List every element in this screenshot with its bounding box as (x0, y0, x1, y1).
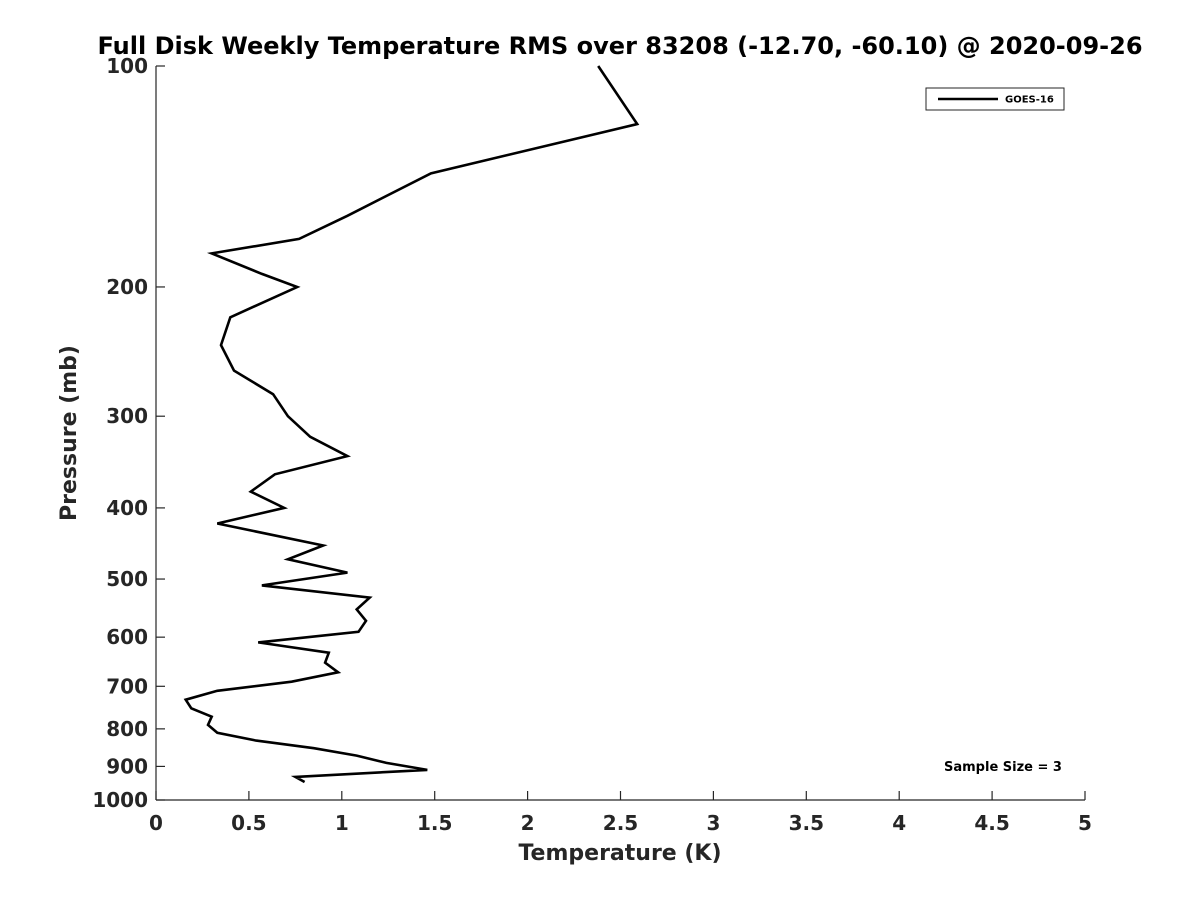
axes (155, 66, 1085, 801)
y-tick-label-900: 900 (106, 754, 148, 778)
x-tick-label-3.5: 3.5 (789, 811, 824, 835)
x-ticks: 0 0.5 1 1.5 2 2.5 3 3.5 4 4.5 5 (149, 791, 1092, 835)
x-tick-label-4.5: 4.5 (974, 811, 1009, 835)
y-tick-label-200: 200 (106, 275, 148, 299)
x-tick-label-1.5: 1.5 (417, 811, 452, 835)
x-tick-label-0: 0 (149, 811, 163, 835)
y-tick-label-600: 600 (106, 625, 148, 649)
x-tick-label-5: 5 (1078, 811, 1092, 835)
x-tick-label-3: 3 (706, 811, 720, 835)
y-tick-label-300: 300 (106, 404, 148, 428)
legend: GOES-16 (925, 87, 1065, 111)
x-tick-label-1: 1 (335, 811, 349, 835)
y-tick-label-100: 100 (106, 54, 148, 78)
x-axis-title: Temperature (K) (518, 841, 721, 866)
y-tick-label-800: 800 (106, 717, 148, 741)
sample-size-annotation: Sample Size = 3 (944, 760, 1062, 775)
series-line-goes-16 (183, 65, 640, 784)
y-axis-title: Pressure (mb) (57, 345, 82, 521)
x-tick-label-2: 2 (521, 811, 535, 835)
x-tick-label-2.5: 2.5 (603, 811, 638, 835)
x-tick-label-4: 4 (892, 811, 906, 835)
legend-label-goes-16: GOES-16 (1005, 95, 1054, 106)
y-tick-label-700: 700 (106, 674, 148, 698)
y-tick-label-1000: 1000 (92, 788, 148, 812)
y-tick-label-500: 500 (106, 567, 148, 591)
series-layer (183, 65, 640, 784)
x-tick-label-0.5: 0.5 (231, 811, 266, 835)
chart-title: Full Disk Weekly Temperature RMS over 83… (97, 32, 1142, 60)
y-tick-label-400: 400 (106, 496, 148, 520)
y-ticks: 100 200 300 400 500 600 700 800 900 1000 (92, 54, 165, 812)
